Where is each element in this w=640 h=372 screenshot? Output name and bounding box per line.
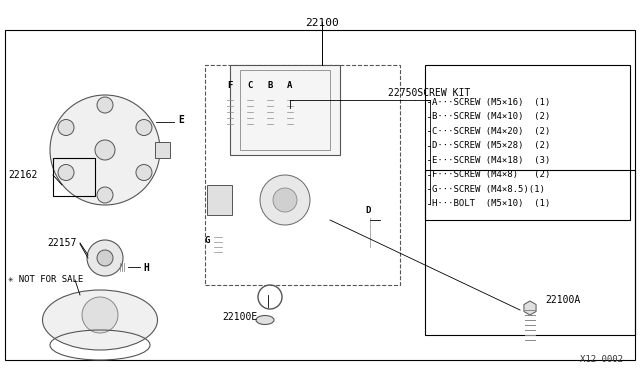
Text: 22100A: 22100A [545, 295, 580, 305]
Text: E···SCREW (M4×18)  (3): E···SCREW (M4×18) (3) [432, 155, 550, 164]
Circle shape [97, 250, 113, 266]
Text: 22100E: 22100E [222, 312, 257, 322]
Circle shape [260, 175, 310, 225]
Text: G···SCREW (M4×8.5)(1): G···SCREW (M4×8.5)(1) [432, 185, 545, 193]
Bar [425, 65, 630, 220]
Text: C···SCREW (M4×20)  (2): C···SCREW (M4×20) (2) [432, 126, 550, 135]
Text: 22157: 22157 [47, 238, 76, 248]
Ellipse shape [256, 315, 274, 324]
Bar [53, 158, 95, 196]
Text: C: C [247, 81, 253, 90]
Text: ✳ NOT FOR SALE: ✳ NOT FOR SALE [8, 276, 83, 285]
Text: D: D [365, 205, 371, 215]
Text: 22100: 22100 [305, 18, 339, 28]
Circle shape [82, 297, 118, 333]
Bar [155, 142, 170, 158]
Text: F···SCREW (M4×8)   (2): F···SCREW (M4×8) (2) [432, 170, 550, 179]
Text: 22750SCREW KIT: 22750SCREW KIT [388, 88, 470, 98]
Text: H: H [143, 263, 149, 273]
Text: B: B [268, 81, 273, 90]
Text: A: A [287, 81, 292, 90]
Circle shape [273, 188, 297, 212]
Bar [240, 70, 330, 150]
Text: G: G [205, 235, 210, 244]
Circle shape [136, 119, 152, 135]
Circle shape [136, 164, 152, 180]
Bar [207, 185, 232, 215]
Text: D···SCREW (M5×28)  (2): D···SCREW (M5×28) (2) [432, 141, 550, 150]
Text: B···SCREW (M4×10)  (2): B···SCREW (M4×10) (2) [432, 112, 550, 121]
Text: E: E [178, 115, 184, 125]
Text: A···SCREW (M5×16)  (1): A···SCREW (M5×16) (1) [432, 97, 550, 106]
Circle shape [97, 187, 113, 203]
Text: F: F [227, 81, 233, 90]
Bar [425, 170, 635, 335]
Circle shape [97, 97, 113, 113]
Circle shape [95, 140, 115, 160]
Circle shape [58, 164, 74, 180]
Ellipse shape [42, 290, 157, 350]
Text: 22162: 22162 [8, 170, 37, 180]
Circle shape [87, 240, 123, 276]
Bar [5, 30, 635, 360]
Bar [230, 65, 340, 155]
Text: X12 0002: X12 0002 [580, 356, 623, 365]
Circle shape [50, 95, 160, 205]
Bar [205, 65, 400, 285]
Circle shape [58, 119, 74, 135]
Text: H···BOLT  (M5×10)  (1): H···BOLT (M5×10) (1) [432, 199, 550, 208]
